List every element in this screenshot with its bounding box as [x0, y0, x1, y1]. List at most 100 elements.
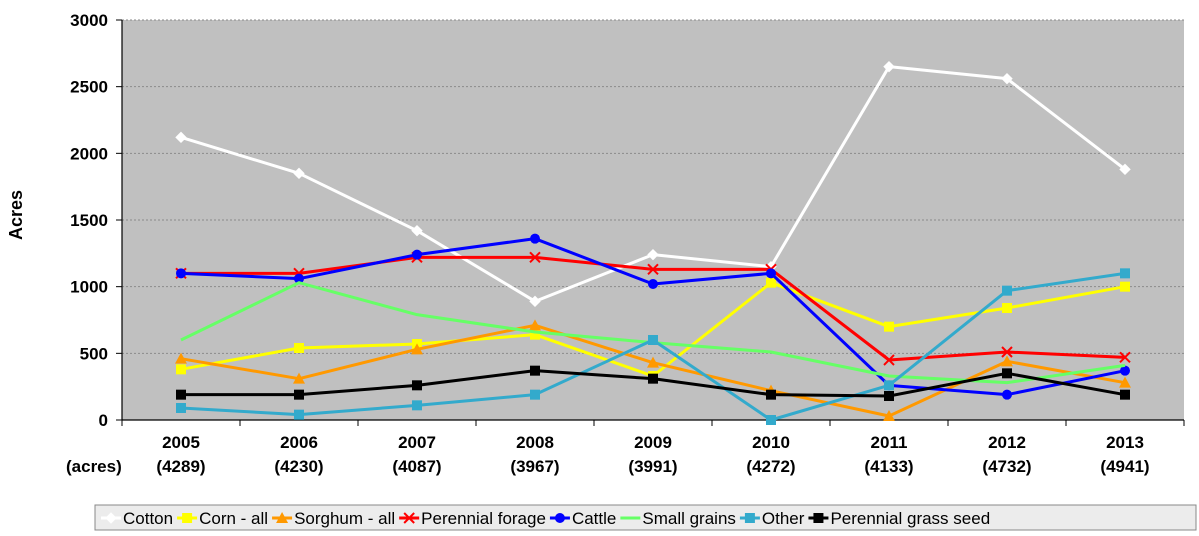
data-point — [175, 352, 187, 364]
data-point — [176, 268, 186, 279]
legend-label: Cattle — [572, 509, 616, 528]
x-tick-sublabel: (4941) — [1100, 457, 1149, 476]
x-tick-sublabel: (4133) — [864, 457, 913, 476]
data-point — [648, 373, 658, 384]
y-tick-label: 1500 — [70, 211, 108, 230]
data-point — [293, 372, 305, 384]
x-tick-sublabel: (3967) — [510, 457, 559, 476]
legend-marker — [182, 513, 193, 523]
y-axis-title: Acres — [6, 190, 26, 240]
series-lines — [175, 60, 1131, 425]
x-tick-sublabel: (4230) — [274, 457, 323, 476]
data-point — [294, 389, 304, 400]
x-tick-label: 2006 — [280, 433, 318, 452]
data-point — [1120, 268, 1130, 279]
x-tick-sublabel: (3991) — [628, 457, 677, 476]
data-point — [1119, 351, 1131, 364]
y-tick-label: 0 — [99, 411, 108, 430]
data-point — [647, 263, 659, 276]
legend-marker — [105, 512, 117, 524]
series-other — [176, 268, 1130, 425]
data-point — [411, 343, 423, 355]
data-point — [647, 356, 659, 368]
data-point — [412, 380, 422, 391]
legend-label: Small grains — [642, 509, 736, 528]
data-point — [529, 251, 541, 264]
tick-labels: 0 500 1000 1500 2000 2500 3000 2005 (4289) 2006 (4… — [70, 11, 1149, 476]
data-point — [883, 410, 895, 421]
data-point — [411, 224, 423, 237]
data-point — [412, 249, 422, 260]
data-point — [1120, 281, 1130, 292]
x-tick-label: 2013 — [1106, 433, 1144, 452]
legend-marker — [403, 512, 415, 524]
data-point — [175, 131, 187, 144]
y-tick-label: 2500 — [70, 78, 108, 97]
data-point — [647, 248, 659, 261]
data-point — [766, 389, 776, 400]
data-point — [884, 380, 894, 391]
data-point — [648, 279, 658, 289]
legend-item-corn-all: Corn - all — [177, 509, 268, 528]
data-point — [530, 365, 540, 376]
x-tick-sublabel: (4272) — [746, 457, 795, 476]
data-point — [1001, 346, 1013, 358]
legend-marker — [813, 513, 824, 523]
data-point — [529, 319, 541, 331]
x-tick-label: 2008 — [516, 433, 554, 452]
data-point — [176, 389, 186, 400]
x-tick-label: 2009 — [634, 433, 672, 452]
data-point — [1119, 376, 1131, 388]
data-point — [883, 354, 895, 366]
x-tick-label: 2012 — [988, 433, 1026, 452]
x-axis-prefix-label: (acres) — [66, 457, 122, 476]
y-tick-label: 3000 — [70, 11, 108, 30]
data-point — [1120, 365, 1130, 376]
data-point — [884, 321, 894, 332]
legend-label: Other — [762, 509, 805, 528]
legend-label: Corn - all — [199, 509, 268, 528]
y-tick-label: 500 — [80, 344, 108, 363]
legend-label: Cotton — [123, 509, 173, 528]
legend-item-cotton: Cotton — [101, 509, 173, 528]
legend-label: Sorghum - all — [294, 509, 395, 528]
x-tick-sublabel: (4289) — [156, 457, 205, 476]
series-cotton — [175, 60, 1131, 308]
data-point — [176, 364, 186, 375]
data-point — [294, 273, 304, 284]
x-tick-label: 2007 — [398, 433, 436, 452]
x-tick-sublabel: (4732) — [982, 457, 1031, 476]
legend-label: Perennial grass seed — [830, 509, 990, 528]
data-point — [1002, 389, 1012, 400]
legend-label: Perennial forage — [421, 509, 546, 528]
data-point — [530, 233, 540, 244]
series-perennial-grass-seed — [176, 365, 1130, 401]
data-point — [1001, 355, 1013, 367]
data-point — [1002, 368, 1012, 379]
data-point — [530, 329, 540, 340]
data-point — [1119, 163, 1131, 176]
legend-item-perennial-forage: Perennial forage — [399, 509, 546, 528]
data-point — [293, 167, 305, 180]
data-point — [530, 389, 540, 400]
y-tick-label: 2000 — [70, 144, 108, 163]
data-point — [294, 343, 304, 353]
legend-item-small-grains: Small grains — [620, 509, 736, 528]
data-point — [766, 268, 776, 279]
axes — [121, 20, 1185, 426]
x-tick-label: 2010 — [752, 433, 790, 452]
y-tick-label: 1000 — [70, 278, 108, 297]
x-tick-label: 2011 — [871, 433, 908, 452]
data-point — [529, 295, 541, 308]
x-tick-label: 2005 — [162, 433, 200, 452]
data-point — [412, 400, 422, 411]
legend: Cotton Corn - all Sorghum - all Perennial f… — [94, 504, 1197, 531]
data-point — [766, 415, 776, 425]
data-point — [1001, 72, 1013, 85]
legend-item-cattle: Cattle — [549, 509, 616, 528]
data-point — [1120, 389, 1130, 400]
legend-marker — [276, 512, 289, 523]
legend-item-other: Other — [739, 509, 805, 528]
